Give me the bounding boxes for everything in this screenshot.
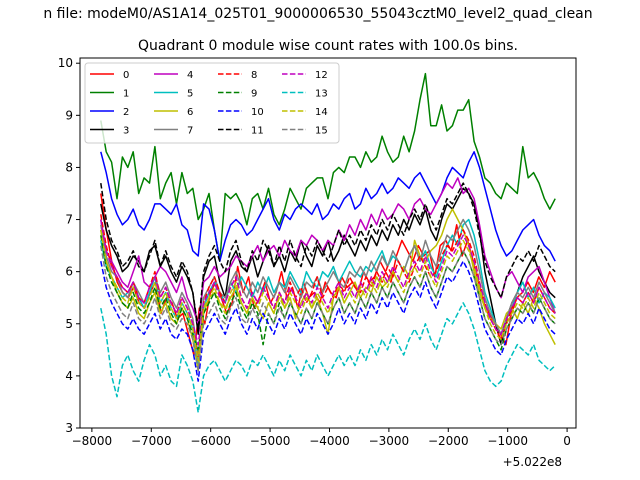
x-tick-label: −2000 [428,434,469,448]
y-tick-label: 5 [65,317,73,331]
legend-label-module-4: 4 [187,70,193,81]
legend-label-module-2: 2 [123,107,129,118]
x-tick-label: 0 [563,434,571,448]
legend-label-module-1: 1 [123,89,129,100]
legend-label-module-7: 7 [187,126,193,137]
axes-frame [79,57,577,429]
legend-label-module-14: 14 [315,107,328,118]
legend-label-module-15: 15 [315,126,328,137]
figure-suptitle: n file: modeM0/AS1A14_025T01_9000006530_… [43,6,592,22]
series-line-module-8 [100,214,556,362]
legend-label-module-12: 12 [315,70,328,81]
series-line-module-15 [100,245,556,372]
y-tick-label: 9 [65,108,73,122]
legend-label-module-6: 6 [187,107,193,118]
series-line-module-10 [100,260,556,382]
legend-label-module-5: 5 [187,89,193,100]
series-line-module-7 [100,218,556,356]
legend-label-module-0: 0 [123,70,129,81]
x-tick-label: −7000 [131,434,172,448]
series-layer [100,72,556,414]
x-tick-label: −6000 [190,434,231,448]
y-tick-label: 3 [65,421,73,435]
x-tick-label: −1000 [487,434,528,448]
series-line-module-13 [100,302,556,414]
series-line-module-11 [100,182,556,330]
x-offset-label: +5.022e8 [503,455,562,469]
series-line-module-12 [100,219,556,346]
series-line-module-2 [100,151,556,262]
plot-area: −8000 −7000 −6000 −5000 −4000 −3000 −2000 −1000… [58,56,577,469]
legend-label-module-13: 13 [315,89,328,100]
y-tick-label: 7 [65,213,73,227]
legend-label-module-10: 10 [251,107,264,118]
y-tick-label: 10 [58,56,73,70]
legend-label-module-9: 9 [251,89,257,100]
x-tick-label: −8000 [72,434,113,448]
legend-label-module-8: 8 [251,70,257,81]
x-tick-label: −3000 [369,434,410,448]
y-tick-label: 6 [65,265,73,279]
series-line-module-4 [100,177,556,325]
legend-label-module-11: 11 [251,126,264,137]
y-tick-label: 8 [65,160,73,174]
y-tick-label: 4 [65,369,73,383]
legend-frame [84,62,340,144]
chart-title: Quadrant 0 module wise count rates with … [138,38,518,54]
series-line-module-14 [100,229,556,362]
y-axis: 3 4 5 6 7 8 9 10 [58,56,80,435]
x-axis: −8000 −7000 −6000 −5000 −4000 −3000 −2000 −1000… [72,428,571,448]
legend-label-module-3: 3 [123,126,129,137]
x-tick-label: −4000 [309,434,350,448]
x-tick-label: −5000 [250,434,291,448]
